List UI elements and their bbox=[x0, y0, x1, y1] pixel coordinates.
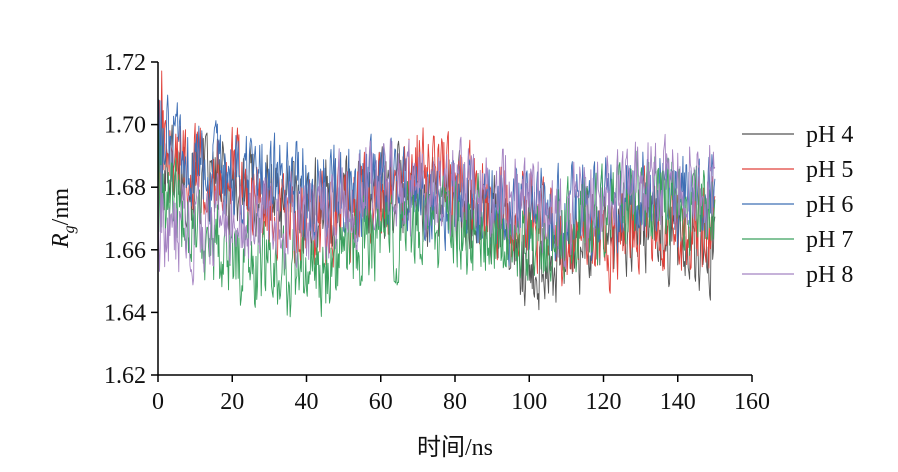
y-axis-label-main: R bbox=[48, 233, 74, 249]
x-tick-label: 80 bbox=[443, 389, 467, 415]
x-axis-label: 时间/ns bbox=[417, 434, 493, 461]
y-axis-label-suffix: /nm bbox=[48, 188, 74, 226]
legend-label: pH 5 bbox=[806, 157, 853, 183]
x-tick-label: 100 bbox=[511, 389, 547, 415]
x-tick-label: 40 bbox=[295, 389, 319, 415]
y-axis-label-sub: g bbox=[61, 225, 78, 233]
y-axis-label: Rg/nm bbox=[48, 188, 78, 249]
x-tick-label: 140 bbox=[660, 389, 696, 415]
series-line bbox=[157, 133, 716, 286]
y-tick-label: 1.72 bbox=[104, 50, 146, 76]
y-ticks: 1.62 1.64 1.66 1.68 1.70 1.72 bbox=[104, 50, 158, 389]
x-tick-label: 60 bbox=[369, 389, 393, 415]
legend-label: pH 8 bbox=[806, 262, 853, 288]
x-tick-label: 20 bbox=[220, 389, 244, 415]
x-tick-label: 0 bbox=[152, 389, 164, 415]
legend-label: pH 4 bbox=[806, 122, 853, 148]
legend-label: pH 7 bbox=[806, 227, 853, 253]
y-tick-label: 1.66 bbox=[104, 238, 146, 264]
x-tick-label: 160 bbox=[734, 389, 770, 415]
y-tick-label: 1.68 bbox=[104, 175, 146, 201]
series-layer bbox=[157, 70, 716, 318]
y-tick-label: 1.62 bbox=[104, 363, 146, 389]
x-ticks: 0 20 40 60 80 100 120 140 160 bbox=[152, 375, 770, 415]
series-line bbox=[157, 129, 716, 318]
legend: pH 4 pH 5 pH 6 pH 7 pH 8 bbox=[742, 122, 853, 288]
y-tick-label: 1.64 bbox=[104, 300, 146, 326]
x-tick-label: 120 bbox=[586, 389, 622, 415]
y-tick-label: 1.70 bbox=[104, 113, 146, 139]
legend-label: pH 6 bbox=[806, 192, 853, 218]
